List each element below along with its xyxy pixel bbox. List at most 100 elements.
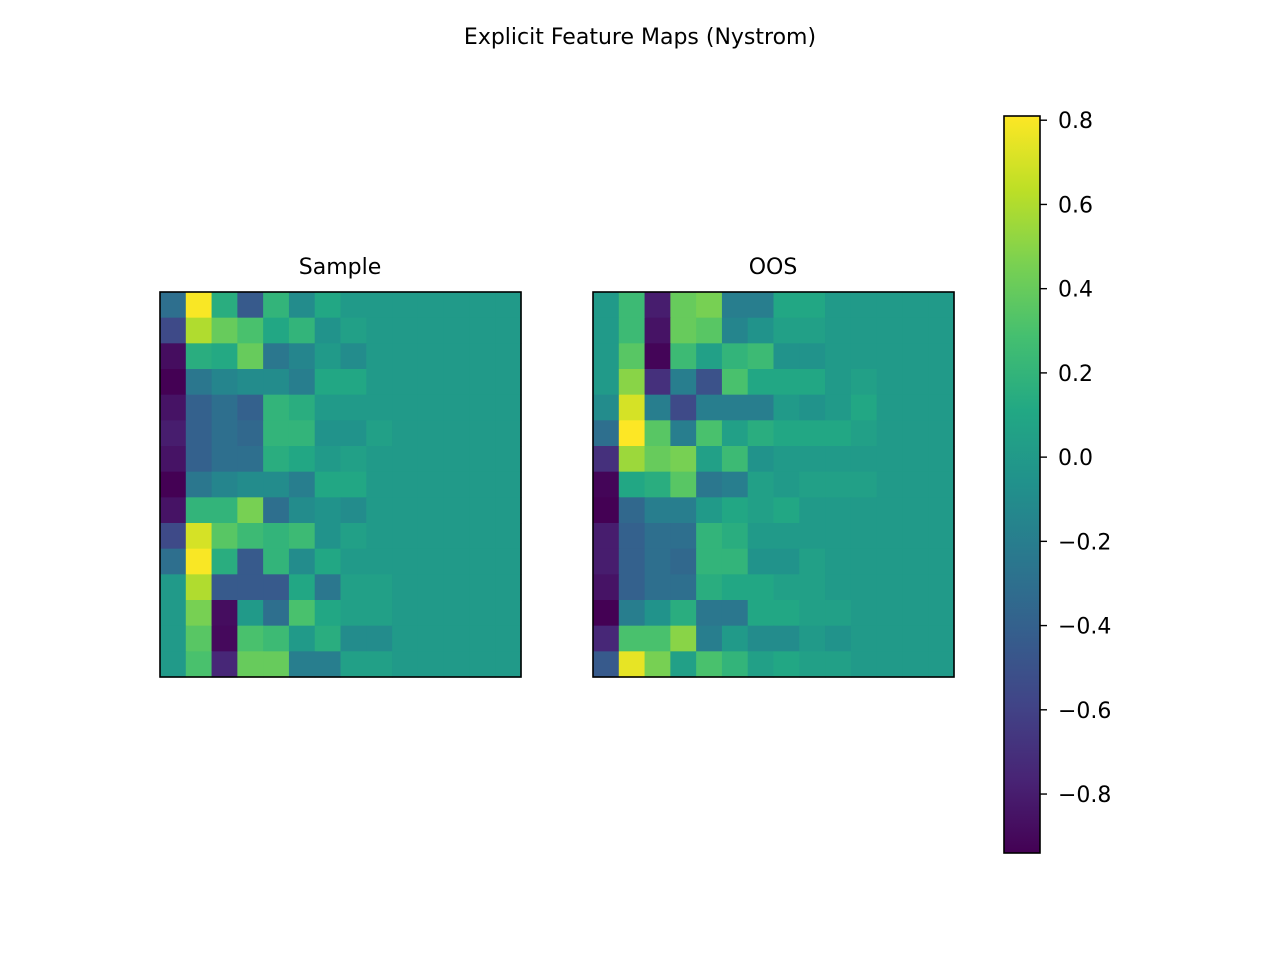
heatmap-cell-oos-r10-c8 <box>799 548 826 575</box>
heatmap-cell-oos-r13-c6 <box>747 625 775 652</box>
heatmap-cell-oos-r9-c6 <box>747 523 775 550</box>
heatmap-cell-sample-r6-c7 <box>340 446 367 473</box>
heatmap-cell-sample-r7-c1 <box>185 471 213 498</box>
heatmap-cell-oos-r10-c13 <box>928 548 955 575</box>
heatmap-cell-sample-r5-c8 <box>366 420 393 447</box>
heatmap-cell-oos-r3-c11 <box>876 369 904 396</box>
heatmap-cell-sample-r13-c13 <box>495 625 522 652</box>
heatmap-cell-oos-r2-c5 <box>721 343 749 370</box>
heatmap-cell-sample-r0-c4 <box>263 292 290 319</box>
heatmap-cell-oos-r14-c12 <box>902 651 929 678</box>
heatmap-cell-sample-r11-c9 <box>392 574 419 601</box>
heatmap-cell-oos-r0-c10 <box>850 292 878 319</box>
heatmap-cell-sample-r6-c6 <box>314 446 342 473</box>
heatmap-cell-oos-r5-c3 <box>670 420 697 447</box>
heatmap-cell-sample-r13-c7 <box>340 625 367 652</box>
heatmap-cell-sample-r2-c5 <box>288 343 316 370</box>
heatmap-cell-sample-r7-c7 <box>340 471 367 498</box>
heatmap-cell-oos-r10-c10 <box>850 548 878 575</box>
heatmap-cell-sample-r0-c7 <box>340 292 367 319</box>
heatmap-cell-oos-r13-c3 <box>670 625 697 652</box>
heatmap-cell-oos-r4-c9 <box>825 394 852 421</box>
heatmap-cell-oos-r1-c8 <box>799 317 826 344</box>
heatmap-cell-oos-r6-c10 <box>850 446 878 473</box>
heatmap-cell-sample-r10-c12 <box>469 548 496 575</box>
heatmap-cell-sample-r0-c10 <box>417 292 445 319</box>
heatmap-cell-sample-r0-c9 <box>392 292 419 319</box>
heatmap-cell-oos-r6-c2 <box>644 446 671 473</box>
heatmap-cell-sample-r11-c3 <box>237 574 264 601</box>
heatmap-cell-oos-r1-c4 <box>696 317 723 344</box>
heatmap-cell-sample-r3-c8 <box>366 369 393 396</box>
heatmap-cell-sample-r3-c1 <box>185 369 213 396</box>
heatmap-cell-oos-r4-c12 <box>902 394 929 421</box>
heatmap-cell-sample-r7-c6 <box>314 471 342 498</box>
heatmap-cell-oos-r8-c2 <box>644 497 671 524</box>
heatmap-cell-sample-r7-c3 <box>237 471 264 498</box>
heatmap-cell-oos-r14-c7 <box>773 651 800 678</box>
heatmap-cell-sample-r2-c3 <box>237 343 264 370</box>
heatmap-cell-oos-r8-c11 <box>876 497 904 524</box>
heatmap-cell-oos-r14-c1 <box>618 651 646 678</box>
heatmap-cell-sample-r8-c6 <box>314 497 342 524</box>
heatmap-cell-sample-r3-c0 <box>160 369 187 396</box>
heatmap-cell-sample-r7-c9 <box>392 471 419 498</box>
heatmap-cell-oos-r7-c10 <box>850 471 878 498</box>
heatmap-cell-sample-r8-c12 <box>469 497 496 524</box>
heatmap-cell-sample-r8-c2 <box>211 497 238 524</box>
panel-frame-oos <box>592 291 955 678</box>
colorbar-tick-label-6: −0.4 <box>1058 615 1111 640</box>
heatmap-cells-sample <box>160 292 522 678</box>
heatmap-cell-sample-r9-c7 <box>340 523 367 550</box>
heatmap-cell-oos-r4-c8 <box>799 394 826 421</box>
heatmap-cell-sample-r3-c9 <box>392 369 419 396</box>
heatmap-cell-oos-r7-c12 <box>902 471 929 498</box>
heatmap-cell-oos-r14-c0 <box>593 651 620 678</box>
heatmap-cell-sample-r4-c10 <box>417 394 445 421</box>
heatmap-cell-sample-r4-c7 <box>340 394 367 421</box>
heatmap-cell-sample-r14-c13 <box>495 651 522 678</box>
heatmap-cell-oos-r14-c3 <box>670 651 697 678</box>
heatmap-cell-sample-r1-c8 <box>366 317 393 344</box>
heatmap-cell-oos-r0-c8 <box>799 292 826 319</box>
heatmap-cell-oos-r3-c1 <box>618 369 646 396</box>
heatmap-cell-sample-r1-c3 <box>237 317 264 344</box>
heatmap-cell-oos-r13-c9 <box>825 625 852 652</box>
heatmap-cell-oos-r10-c1 <box>618 548 646 575</box>
heatmap-cell-sample-r11-c2 <box>211 574 238 601</box>
heatmap-cell-sample-r4-c11 <box>443 394 471 421</box>
heatmap-cell-oos-r11-c4 <box>696 574 723 601</box>
heatmap-cell-sample-r6-c3 <box>237 446 264 473</box>
heatmap-cell-oos-r12-c6 <box>747 600 775 627</box>
heatmap-cell-sample-r14-c4 <box>263 651 290 678</box>
heatmap-cell-sample-r9-c3 <box>237 523 264 550</box>
heatmap-cell-oos-r8-c3 <box>670 497 697 524</box>
heatmap-cell-oos-r2-c7 <box>773 343 800 370</box>
heatmap-cell-sample-r6-c12 <box>469 446 496 473</box>
heatmap-cell-sample-r3-c6 <box>314 369 342 396</box>
heatmap-cell-oos-r5-c7 <box>773 420 800 447</box>
heatmap-cell-oos-r12-c7 <box>773 600 800 627</box>
heatmap-cell-sample-r1-c5 <box>288 317 316 344</box>
heatmap-cell-sample-r12-c13 <box>495 600 522 627</box>
heatmap-cell-sample-r12-c4 <box>263 600 290 627</box>
heatmap-cell-oos-r2-c13 <box>928 343 955 370</box>
heatmap-cell-sample-r11-c10 <box>417 574 445 601</box>
heatmap-cell-sample-r6-c5 <box>288 446 316 473</box>
colorbar-gradient <box>1004 116 1040 853</box>
heatmap-cell-sample-r4-c4 <box>263 394 290 421</box>
heatmap-cell-oos-r14-c4 <box>696 651 723 678</box>
heatmap-cell-oos-r12-c0 <box>593 600 620 627</box>
heatmap-cell-sample-r7-c2 <box>211 471 238 498</box>
heatmap-cell-oos-r0-c11 <box>876 292 904 319</box>
heatmap-cell-oos-r3-c12 <box>902 369 929 396</box>
heatmap-cell-oos-r3-c8 <box>799 369 826 396</box>
heatmap-cell-sample-r8-c11 <box>443 497 471 524</box>
heatmap-cell-sample-r5-c7 <box>340 420 367 447</box>
heatmap-cell-oos-r9-c13 <box>928 523 955 550</box>
heatmap-cell-sample-r8-c3 <box>237 497 264 524</box>
heatmap-cell-sample-r2-c2 <box>211 343 238 370</box>
heatmap-cell-oos-r10-c2 <box>644 548 671 575</box>
heatmap-cell-oos-r4-c0 <box>593 394 620 421</box>
